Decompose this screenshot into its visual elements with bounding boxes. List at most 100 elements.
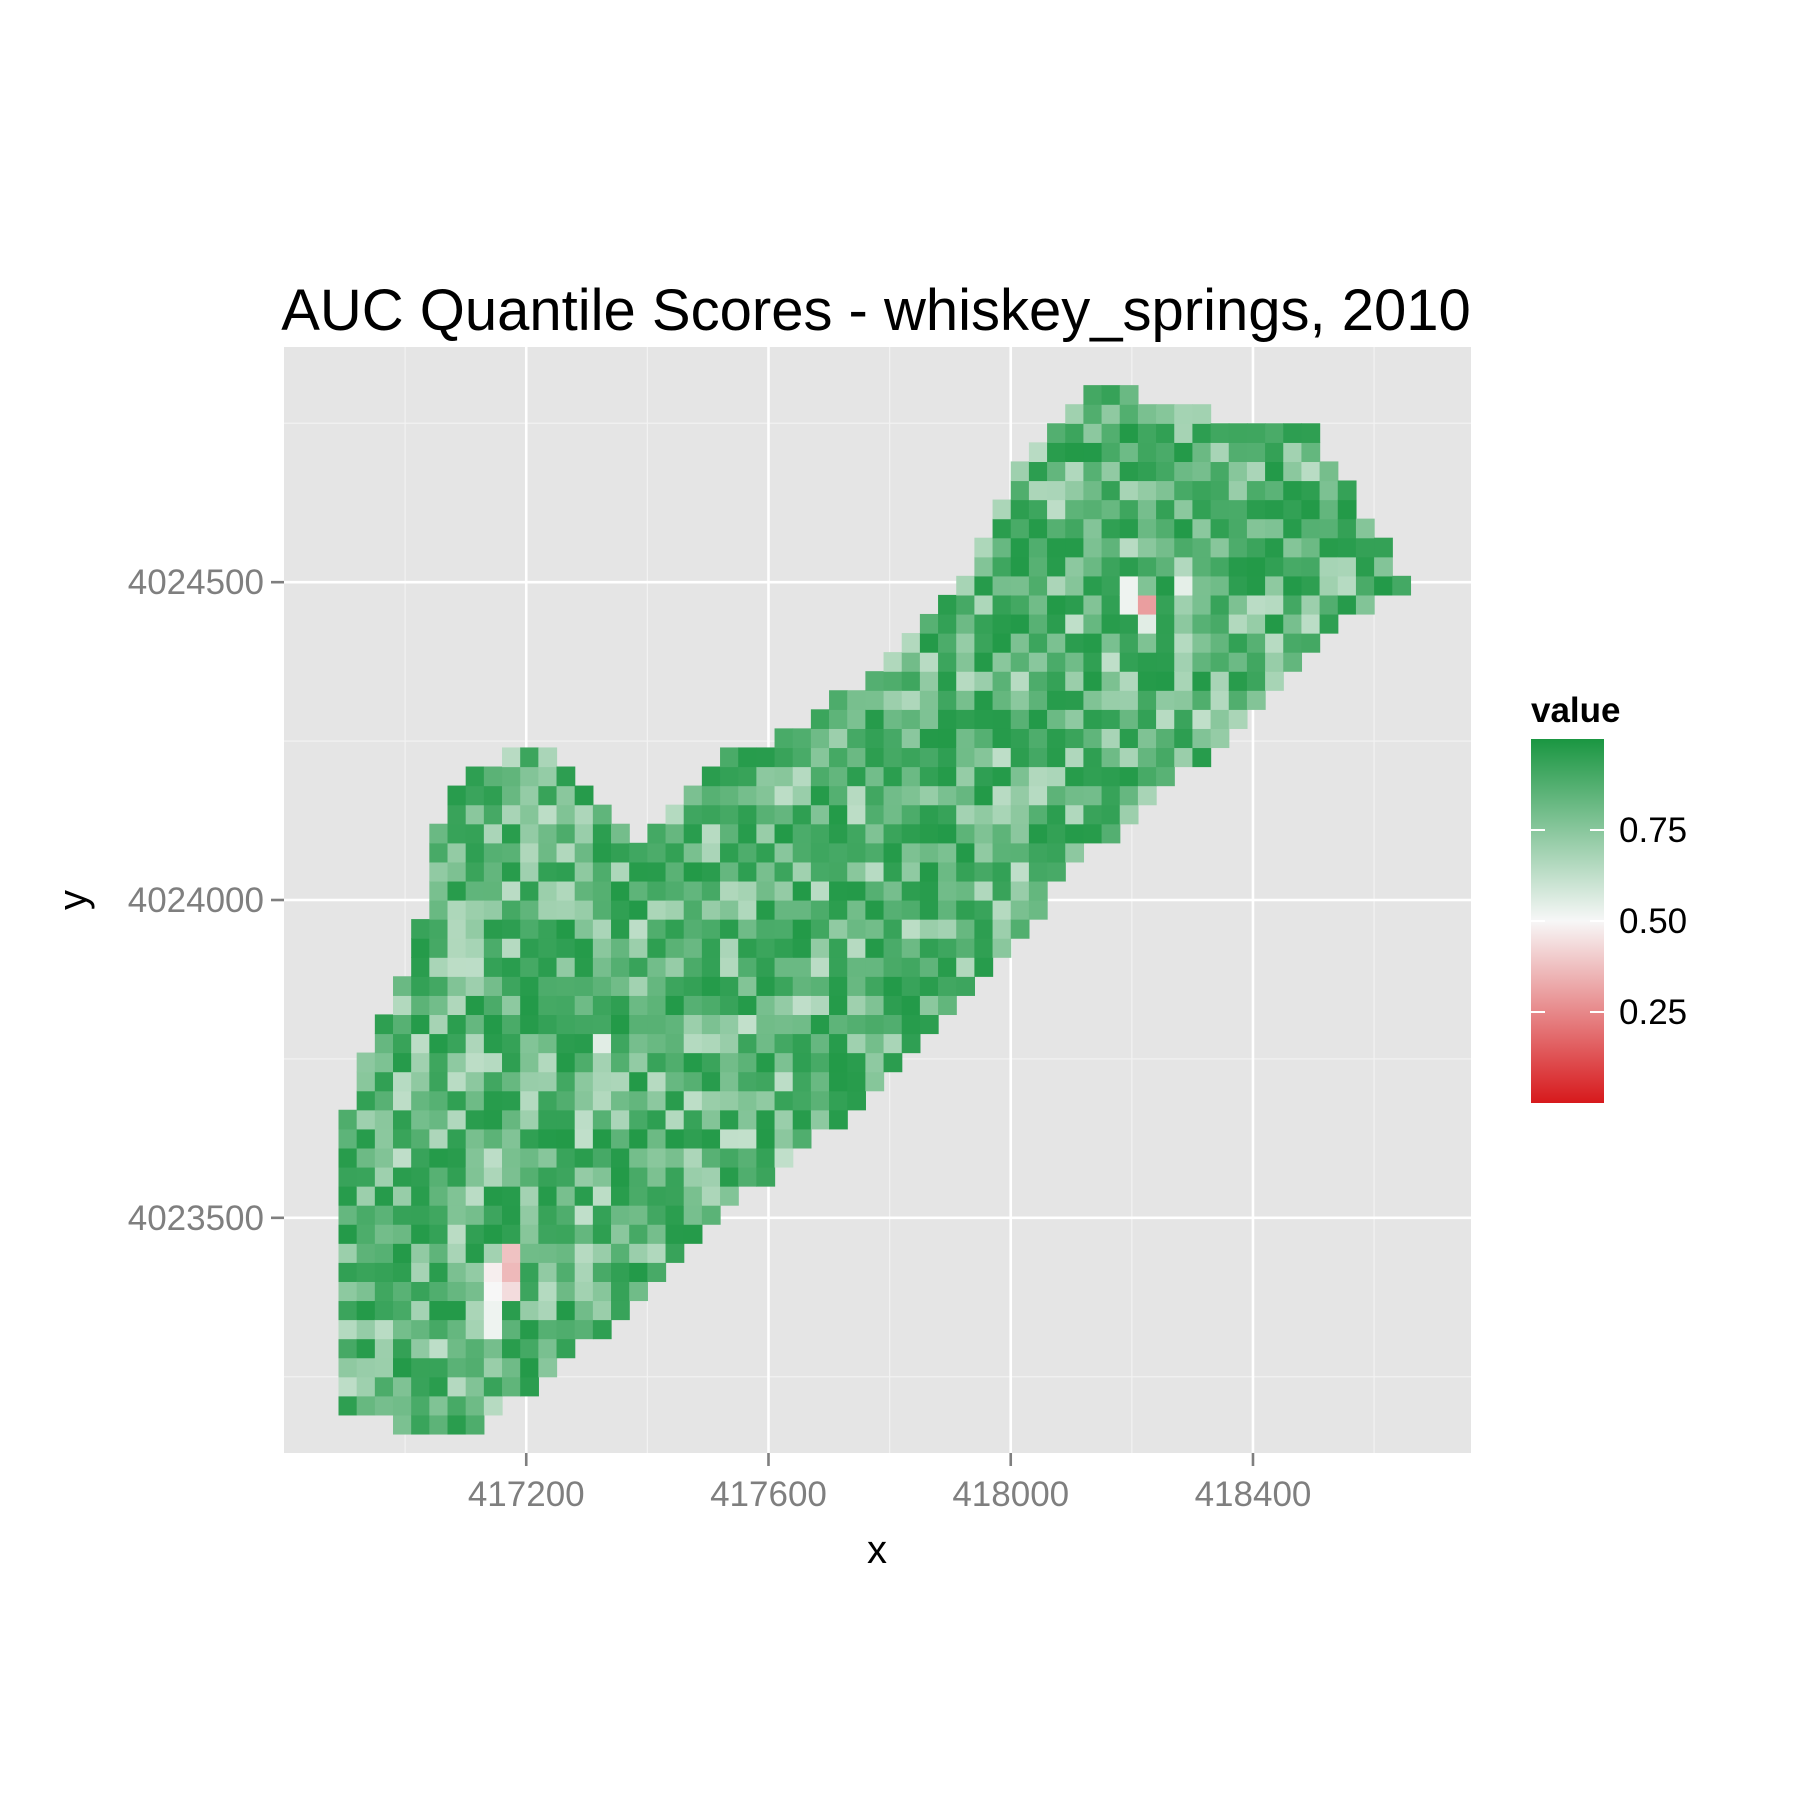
heatmap-cell (683, 1186, 703, 1206)
heatmap-cell (1119, 499, 1139, 520)
heatmap-cell (483, 842, 503, 863)
heatmap-cell (629, 976, 648, 996)
heatmap-cell (411, 1186, 430, 1206)
heatmap-cell (865, 957, 885, 977)
heatmap-cell (356, 1166, 376, 1187)
heatmap-cell (1192, 556, 1212, 577)
heatmap-cell (701, 1166, 721, 1187)
heatmap-cell (974, 957, 994, 977)
heatmap-cell (919, 804, 939, 825)
heatmap-cell (647, 919, 667, 939)
heatmap-cell (720, 995, 739, 1016)
heatmap-cell (810, 957, 830, 977)
heatmap-cell (992, 594, 1012, 615)
heatmap-cell (447, 804, 467, 825)
heatmap-cell (592, 1033, 612, 1054)
heatmap-cell (720, 842, 739, 863)
heatmap-cell (792, 957, 812, 977)
heatmap-cell (592, 1090, 612, 1111)
heatmap-cell (665, 861, 685, 882)
heatmap-cell (556, 1319, 576, 1340)
heatmap-cell (611, 1186, 630, 1206)
heatmap-cell (919, 880, 939, 901)
heatmap-cell (1246, 671, 1266, 691)
heatmap-cell (483, 938, 503, 958)
heatmap-cell (1283, 480, 1303, 501)
heatmap-cell (647, 1262, 667, 1282)
heatmap-cell (429, 1109, 449, 1130)
heatmap-cell (502, 1166, 521, 1187)
heatmap-cell (411, 1414, 430, 1435)
heatmap-cell (1174, 480, 1194, 501)
heatmap-cell (1028, 461, 1048, 482)
heatmap-cell (1156, 423, 1175, 443)
heatmap-cell (1283, 652, 1303, 672)
heatmap-cell (1319, 499, 1339, 520)
heatmap-cell (956, 842, 975, 863)
heatmap-cell (338, 1224, 358, 1244)
heatmap-cell (1228, 613, 1248, 634)
heatmap-cell (629, 842, 648, 863)
heatmap-cell (1028, 499, 1048, 520)
heatmap-cell (520, 1052, 539, 1073)
heatmap-cell (465, 1243, 485, 1263)
heatmap-cell (611, 919, 630, 939)
heatmap-cell (356, 1052, 376, 1073)
heatmap-cell (483, 1014, 503, 1035)
heatmap-cell (1192, 575, 1212, 596)
heatmap-cell (938, 880, 957, 901)
heatmap-cell (1083, 575, 1103, 596)
heatmap-cell (629, 1205, 648, 1225)
heatmap-cell (374, 1128, 394, 1149)
heatmap-cell (1028, 537, 1048, 558)
heatmap-cell (756, 957, 776, 977)
heatmap-cell (447, 1300, 467, 1321)
heatmap-cell (1156, 442, 1175, 463)
heatmap-cell (738, 1052, 757, 1073)
heatmap-cell (665, 976, 685, 996)
heatmap-cell (538, 747, 558, 768)
heatmap-cell (1156, 537, 1175, 558)
heatmap-cell (701, 766, 721, 787)
heatmap-cell (901, 1014, 921, 1035)
heatmap-cell (738, 900, 757, 920)
heatmap-cell (992, 919, 1012, 939)
heatmap-cell (374, 1205, 394, 1225)
heatmap-cell (1283, 461, 1303, 482)
heatmap-cell (502, 785, 521, 806)
heatmap-cell (465, 1166, 485, 1187)
heatmap-cell (447, 1071, 467, 1092)
heatmap-cell (556, 842, 576, 863)
heatmap-cell (1192, 728, 1212, 749)
heatmap-cell (611, 1147, 630, 1168)
heatmap-cell (411, 1395, 430, 1416)
heatmap-cell (792, 976, 812, 996)
heatmap-cell (1156, 633, 1175, 653)
heatmap-cell (502, 1147, 521, 1168)
heatmap-cell (611, 1281, 630, 1302)
heatmap-cell (665, 804, 685, 825)
heatmap-cell (992, 785, 1012, 806)
heatmap-cell (483, 1205, 503, 1225)
heatmap-cell (538, 1281, 558, 1302)
heatmap-cell (483, 1052, 503, 1073)
heatmap-cell (629, 1090, 648, 1111)
heatmap-cell (683, 976, 703, 996)
heatmap-cell (538, 1262, 558, 1282)
heatmap-cell (1192, 518, 1212, 539)
heatmap-cell (520, 1376, 539, 1397)
heatmap-cell (792, 919, 812, 939)
heatmap-cell (520, 1224, 539, 1244)
heatmap-cell (865, 1052, 885, 1073)
heatmap-cell (1265, 671, 1284, 691)
heatmap-cell (556, 823, 576, 844)
heatmap-cell (1065, 537, 1085, 558)
heatmap-cell (1192, 747, 1212, 768)
heatmap-cell (738, 1033, 757, 1054)
heatmap-cell (665, 995, 685, 1016)
heatmap-cell (992, 671, 1012, 691)
heatmap-cell (1047, 537, 1066, 558)
heatmap-cell (592, 1166, 612, 1187)
heatmap-cell (974, 556, 994, 577)
heatmap-cell (483, 804, 503, 825)
